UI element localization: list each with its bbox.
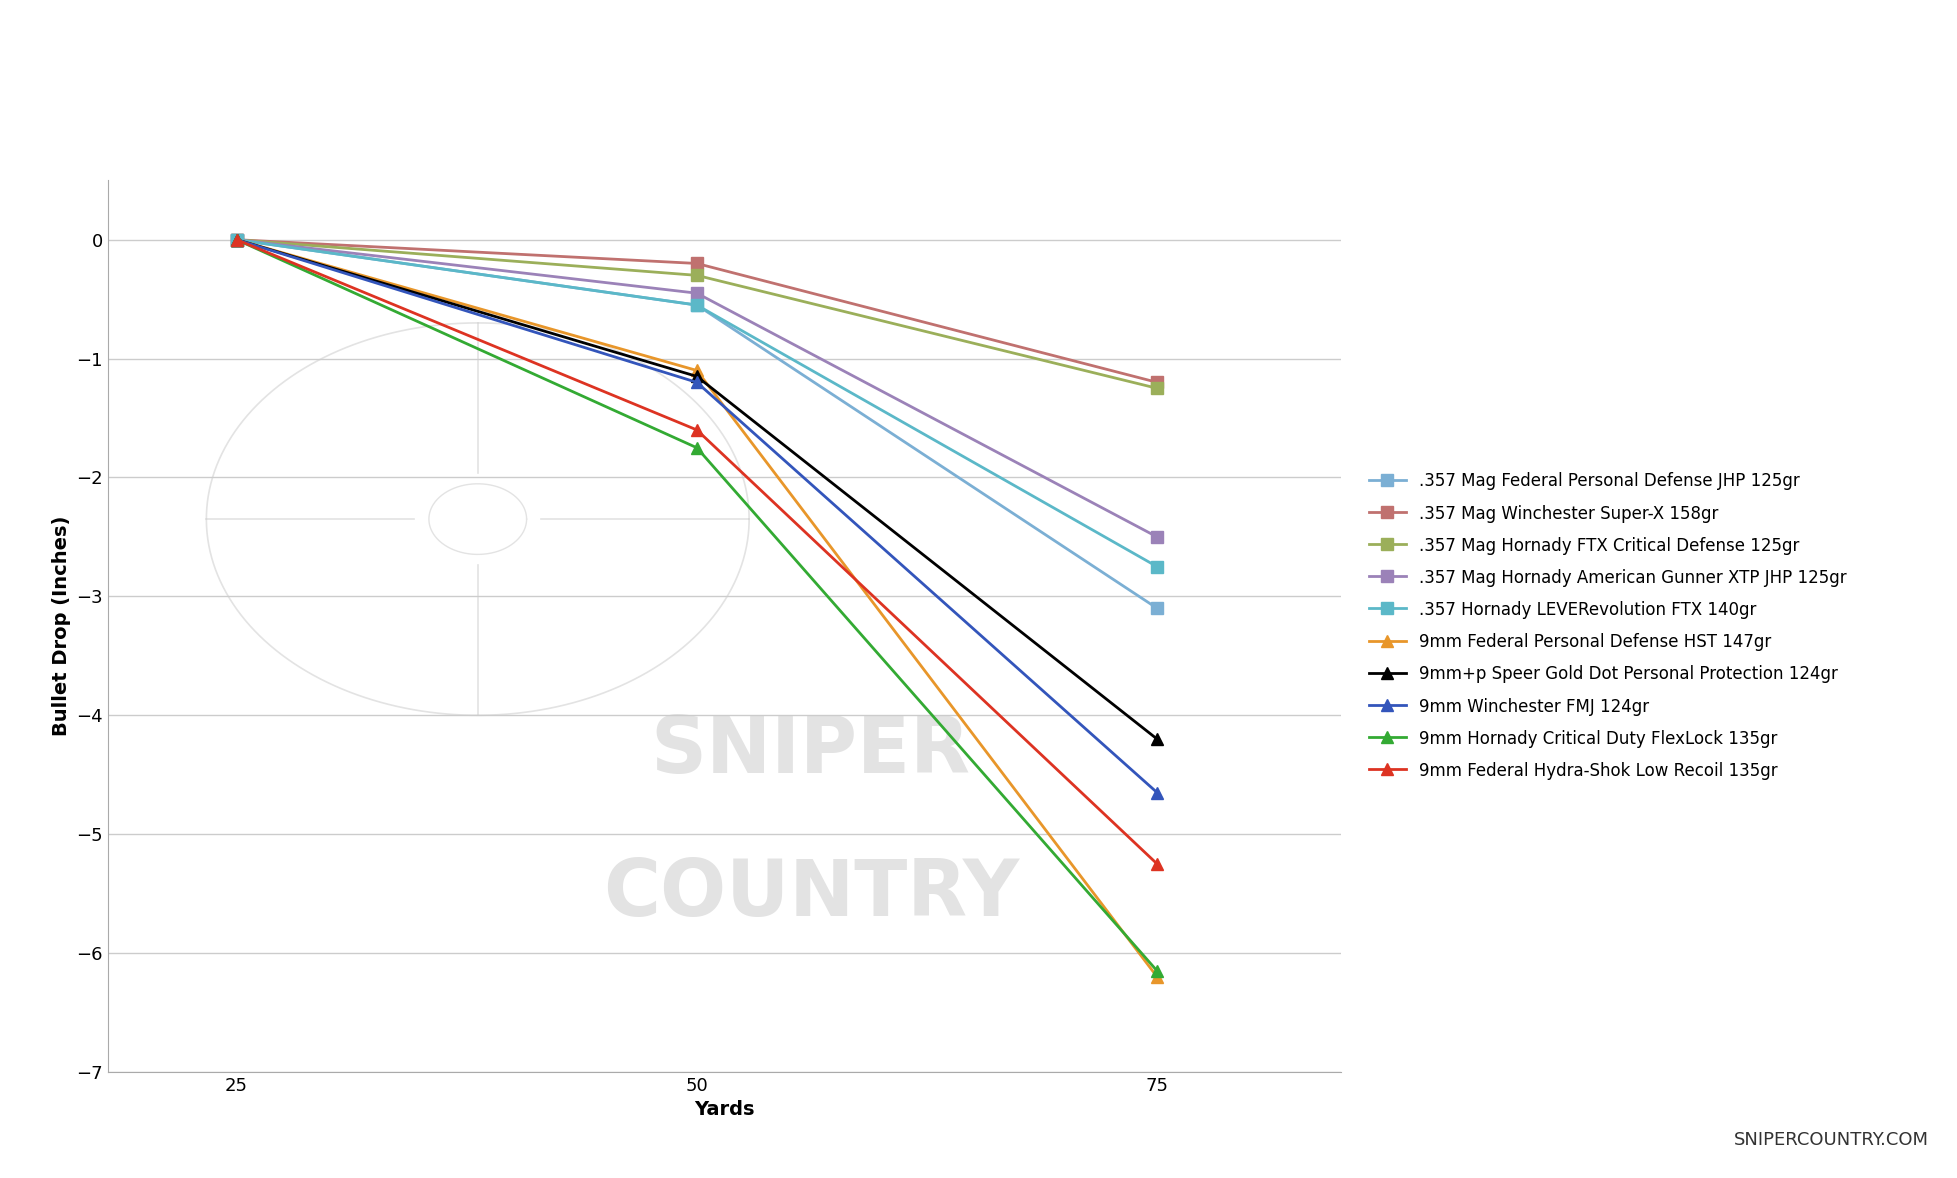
.357 Mag Hornady American Gunner XTP JHP 125gr [1145,530,1168,544]
.357 Mag Federal Personal Defense JHP 125gr [1145,601,1168,615]
.357 Mag Hornady American Gunner XTP JHP 125gr [685,286,708,300]
9mm Winchester FMJ 124gr [1145,786,1168,800]
9mm Federal Hydra-Shok Low Recoil 135gr [685,423,708,437]
Text: COUNTRY: COUNTRY [603,855,1018,932]
9mm Federal Hydra-Shok Low Recoil 135gr [1145,856,1168,871]
Line: .357 Mag Federal Personal Defense JHP 125gr: .357 Mag Federal Personal Defense JHP 12… [231,234,1162,614]
Line: 9mm Federal Hydra-Shok Low Recoil 135gr: 9mm Federal Hydra-Shok Low Recoil 135gr [231,234,1162,869]
Line: 9mm Winchester FMJ 124gr: 9mm Winchester FMJ 124gr [231,234,1162,799]
Line: .357 Hornady LEVERevolution FTX 140gr: .357 Hornady LEVERevolution FTX 140gr [231,234,1162,573]
9mm Winchester FMJ 124gr [685,376,708,390]
Line: .357 Mag Hornady FTX Critical Defense 125gr: .357 Mag Hornady FTX Critical Defense 12… [231,234,1162,393]
Line: .357 Mag Winchester Super-X 158gr: .357 Mag Winchester Super-X 158gr [231,234,1162,388]
9mm Winchester FMJ 124gr [225,232,249,246]
Line: .357 Mag Hornady American Gunner XTP JHP 125gr: .357 Mag Hornady American Gunner XTP JHP… [231,234,1162,543]
9mm Federal Personal Defense HST 147gr [1145,969,1168,984]
Line: 9mm+p Speer Gold Dot Personal Protection 124gr: 9mm+p Speer Gold Dot Personal Protection… [231,234,1162,744]
.357 Mag Winchester Super-X 158gr [685,257,708,271]
.357 Hornady LEVERevolution FTX 140gr [685,298,708,312]
.357 Mag Federal Personal Defense JHP 125gr [225,232,249,246]
X-axis label: Yards: Yards [695,1100,753,1119]
.357 Mag Winchester Super-X 158gr [1145,376,1168,390]
.357 Mag Federal Personal Defense JHP 125gr [685,298,708,312]
.357 Mag Winchester Super-X 158gr [225,232,249,246]
.357 Hornady LEVERevolution FTX 140gr [225,232,249,246]
.357 Hornady LEVERevolution FTX 140gr [1145,560,1168,574]
.357 Mag Hornady American Gunner XTP JHP 125gr [225,232,249,246]
Text: SNIPER: SNIPER [650,713,971,789]
Y-axis label: Bullet Drop (Inches): Bullet Drop (Inches) [51,516,70,736]
Legend: .357 Mag Federal Personal Defense JHP 125gr, .357 Mag Winchester Super-X 158gr, : .357 Mag Federal Personal Defense JHP 12… [1368,472,1845,780]
9mm+p Speer Gold Dot Personal Protection 124gr [225,232,249,246]
.357 Mag Hornady FTX Critical Defense 125gr [1145,382,1168,396]
9mm Hornady Critical Duty FlexLock 135gr [1145,964,1168,978]
.357 Mag Hornady FTX Critical Defense 125gr [225,232,249,246]
9mm Federal Personal Defense HST 147gr [225,232,249,246]
Line: 9mm Hornady Critical Duty FlexLock 135gr: 9mm Hornady Critical Duty FlexLock 135gr [231,234,1162,977]
9mm Federal Personal Defense HST 147gr [685,363,708,377]
Text: SHORT RANGE TRAJECTORY: SHORT RANGE TRAJECTORY [252,21,1705,114]
Text: SNIPERCOUNTRY.COM: SNIPERCOUNTRY.COM [1732,1131,1928,1149]
9mm+p Speer Gold Dot Personal Protection 124gr [685,370,708,384]
9mm+p Speer Gold Dot Personal Protection 124gr [1145,732,1168,746]
9mm Federal Hydra-Shok Low Recoil 135gr [225,232,249,246]
Line: 9mm Federal Personal Defense HST 147gr: 9mm Federal Personal Defense HST 147gr [231,234,1162,982]
9mm Hornady Critical Duty FlexLock 135gr [225,232,249,246]
.357 Mag Hornady FTX Critical Defense 125gr [685,269,708,283]
9mm Hornady Critical Duty FlexLock 135gr [685,441,708,455]
